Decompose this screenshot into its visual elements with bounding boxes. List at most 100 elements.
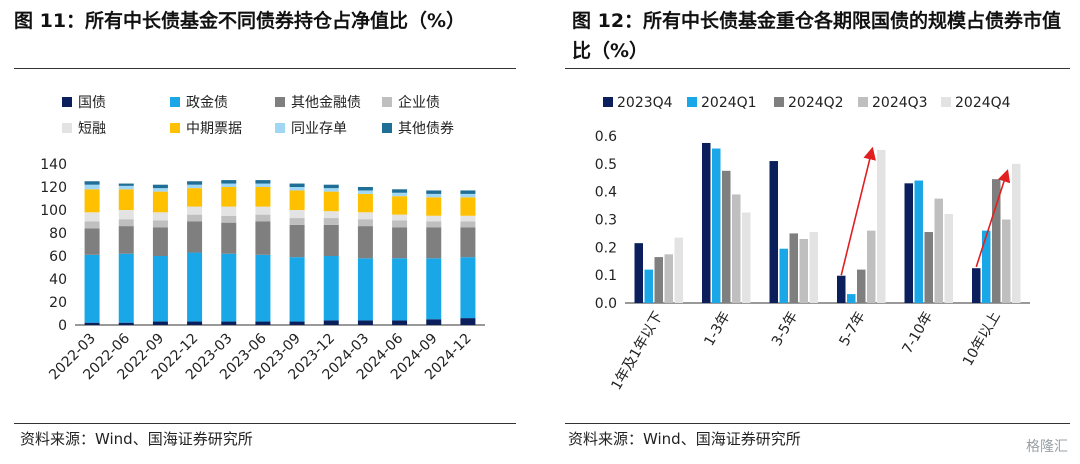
bar <box>847 294 856 303</box>
legend-swatch <box>382 123 392 133</box>
bar-segment <box>460 257 476 319</box>
bar <box>904 183 913 303</box>
bar-segment <box>289 321 305 325</box>
bar <box>789 233 798 303</box>
legend-label: 其他金融债 <box>291 95 361 111</box>
bar <box>1012 163 1021 303</box>
bar-segment <box>152 188 168 192</box>
bar-segment <box>460 221 476 228</box>
bar-segment <box>255 187 271 207</box>
legend-label: 2024Q4 <box>955 95 1011 111</box>
bar <box>769 161 778 303</box>
bar-segment <box>357 226 373 259</box>
legend-swatch <box>382 97 392 107</box>
legend-swatch <box>603 97 613 107</box>
bar <box>944 213 953 303</box>
legend-label: 国债 <box>78 95 106 111</box>
legend-label: 2024Q2 <box>788 95 844 111</box>
legend-swatch <box>687 97 697 107</box>
bar-segment <box>392 192 408 197</box>
bar-segment <box>426 190 442 194</box>
bar-segment <box>187 188 203 207</box>
bar-segment <box>84 189 100 213</box>
legend-swatch <box>858 97 868 107</box>
bar-segment <box>84 212 100 222</box>
bar <box>779 248 788 303</box>
bar-segment <box>323 320 339 325</box>
bar-segment <box>289 190 305 210</box>
bar-segment <box>84 322 100 325</box>
x-tick-label: 5-7年 <box>836 309 868 349</box>
bar-segment <box>392 189 408 193</box>
legend-label: 2024Q3 <box>872 95 928 111</box>
y-tick-label: 0.0 <box>595 296 617 312</box>
bar-segment <box>152 191 168 213</box>
x-tick-label: 1年及1年以下 <box>608 309 666 393</box>
bar-segment <box>221 222 237 254</box>
bar-segment <box>84 228 100 255</box>
bar-segment <box>357 190 373 194</box>
bar <box>702 142 711 303</box>
bar-segment <box>187 321 203 325</box>
bar <box>809 232 818 303</box>
bar-segment <box>289 257 305 322</box>
bar-segment <box>221 206 237 216</box>
bar-segment <box>84 184 100 190</box>
bar <box>799 238 808 303</box>
grouped-bar-chart: 2023Q4 2024Q1 2024Q2 2024Q3 2024Q4 0.0 0.1 0.2 0… <box>595 95 1030 393</box>
bar-segment <box>323 218 339 225</box>
bar-segment <box>460 190 476 194</box>
bar-segment <box>357 212 373 220</box>
legend-label: 2024Q1 <box>701 95 757 111</box>
y-tick-label: 0.2 <box>595 240 617 256</box>
legend-label: 短融 <box>78 121 106 137</box>
bar <box>914 180 923 303</box>
bar-segment <box>392 320 408 325</box>
bar-segment <box>255 321 271 325</box>
bar-segment <box>323 188 339 192</box>
bar-segment <box>460 227 476 258</box>
bar-segment <box>289 218 305 225</box>
bar <box>722 170 731 303</box>
bar-segment <box>255 206 271 215</box>
legend-label: 政金债 <box>186 95 228 111</box>
bar <box>982 230 991 303</box>
bar-segment <box>221 180 237 184</box>
bar-segment <box>118 226 134 254</box>
y-tick-label: 0.1 <box>595 268 617 284</box>
x-tick-label: 1-3年 <box>701 309 733 349</box>
bar-segment <box>221 183 237 187</box>
left-source-note: 资料来源：Wind、国海证券研究所 <box>20 430 253 448</box>
bar <box>644 269 653 303</box>
watermark-logo: 格隆汇 <box>1026 439 1068 455</box>
y-tick-label: 140 <box>40 157 67 173</box>
legend-swatch <box>62 97 72 107</box>
trend-arrow <box>840 146 876 276</box>
bar-segment <box>255 180 271 184</box>
legend-swatch <box>170 123 180 133</box>
bar-segment <box>118 253 134 323</box>
legend-swatch <box>941 97 951 107</box>
bar-segment <box>392 227 408 259</box>
bar <box>674 237 683 303</box>
legend-label: 其他债券 <box>398 121 454 137</box>
trend-arrow <box>975 169 1011 268</box>
bar <box>654 257 663 303</box>
bar-segment <box>460 197 476 216</box>
bar <box>1002 219 1011 303</box>
bar-segment <box>255 183 271 187</box>
bar <box>664 254 673 303</box>
y-tick-label: 80 <box>49 226 67 242</box>
bar-segment <box>426 221 442 228</box>
bar-segment <box>426 258 442 320</box>
right-chart-title: 图 12：所有中长债基金重仓各期限国债的规模占债券市值比（%） <box>572 10 1062 62</box>
bar-segment <box>323 211 339 219</box>
bar <box>857 269 866 303</box>
y-tick-label: 0 <box>58 318 67 334</box>
x-tick-label: 7-10年 <box>899 309 936 357</box>
bar-segment <box>255 254 271 322</box>
y-tick-label: 0.4 <box>595 185 617 201</box>
bar <box>634 243 643 303</box>
bar <box>972 268 981 303</box>
bar <box>934 198 943 303</box>
